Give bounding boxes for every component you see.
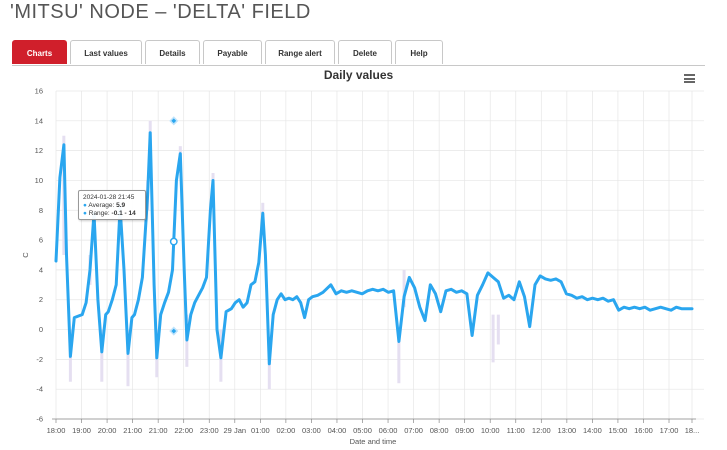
y-axis: -6 -4 -2 0 2 4 6 8 10 12 14 16	[35, 87, 43, 424]
x-tick-label: 05:00	[353, 426, 372, 435]
tooltip-range-value: -0.1 - 14	[111, 210, 136, 217]
x-tick-label: 11:00	[507, 426, 525, 435]
tab-bar-divider	[12, 65, 705, 66]
tab-details[interactable]: Details	[145, 40, 200, 64]
tooltip-average-label: Average:	[88, 202, 115, 209]
hover-markers	[169, 116, 179, 336]
hamburger-menu-icon[interactable]	[684, 74, 695, 83]
y-tick-label: 14	[35, 116, 43, 125]
tab-range-alert[interactable]: Range alert	[265, 40, 335, 64]
x-tick-label: 21:00	[149, 426, 168, 435]
x-tick-label: 07:00	[404, 426, 423, 435]
tab-last-values[interactable]: Last values	[70, 40, 142, 64]
range-band	[491, 314, 495, 363]
y-tick-label: 8	[39, 206, 43, 215]
chart-container: Daily values -6 -4 -2 0 2 4 6 8 10 12 14 16 18:00 19…	[0, 66, 727, 450]
x-tick-label: 15:00	[609, 426, 628, 435]
x-tick-label: 19:00	[72, 426, 91, 435]
y-tick-label: 6	[39, 236, 43, 245]
tooltip-range-row: ● Range: -0.1 - 14	[83, 210, 141, 218]
x-tick-label: 14:00	[583, 426, 602, 435]
tooltip-timestamp: 2024-01-28 21:45	[83, 194, 135, 201]
range-band	[267, 344, 271, 390]
range-band	[126, 329, 130, 387]
tab-charts[interactable]: Charts	[12, 40, 67, 64]
hover-point-range-high	[169, 116, 179, 126]
x-tick-label: 21:00	[123, 426, 142, 435]
tab-help[interactable]: Help	[395, 40, 443, 64]
x-tick-label: 12:00	[532, 426, 551, 435]
y-axis-title: C	[21, 252, 30, 258]
series-line-average	[54, 131, 694, 366]
chart-tooltip: 2024-01-28 21:45 ● Average: 5.9 ● Range:…	[78, 190, 146, 220]
hover-point-range-low	[169, 326, 179, 336]
grid-lines	[55, 90, 704, 420]
y-tick-label: 12	[35, 146, 43, 155]
x-tick-label: 04:00	[328, 426, 347, 435]
tooltip-range-label: Range:	[88, 210, 110, 217]
y-tick-label: -4	[36, 385, 43, 394]
series-dot-icon: ●	[83, 202, 87, 209]
y-tick-label: -2	[36, 355, 43, 364]
x-tick-label: 06:00	[379, 426, 398, 435]
x-tick-label: 02:00	[276, 426, 295, 435]
line-chart: -6 -4 -2 0 2 4 6 8 10 12 14 16 18:00 19:00 20:00 21:00…	[21, 87, 704, 446]
average-line	[54, 131, 694, 366]
hover-point-average	[169, 237, 178, 246]
x-tick-label: 18...	[685, 426, 700, 435]
x-axis: 18:00 19:00 20:00 21:00 21:00 22:00 23:00 29 Ja…	[47, 418, 700, 435]
tooltip-average-value: 5.9	[116, 202, 126, 209]
series-dot-icon: ●	[83, 210, 87, 217]
range-band	[496, 314, 500, 345]
y-tick-label: 0	[39, 325, 43, 334]
x-tick-label: 01:00	[251, 426, 270, 435]
tab-delete[interactable]: Delete	[338, 40, 392, 64]
x-tick-label: 09:00	[455, 426, 474, 435]
x-tick-label: 23:00	[200, 426, 219, 435]
x-tick-label: 13:00	[557, 426, 576, 435]
range-band	[402, 269, 406, 308]
chart-title: Daily values	[323, 68, 394, 82]
x-tick-label: 22:00	[174, 426, 193, 435]
y-tick-label: -6	[36, 415, 43, 424]
x-tick-label: 03:00	[302, 426, 321, 435]
range-band	[100, 329, 104, 382]
x-tick-label: 10:00	[481, 426, 500, 435]
tab-payable[interactable]: Payable	[203, 40, 262, 64]
x-tick-label: 18:00	[47, 426, 66, 435]
y-tick-label: 10	[35, 176, 43, 185]
range-band	[397, 329, 401, 384]
x-axis-title: Date and time	[350, 437, 397, 446]
x-tick-label: 20:00	[98, 426, 117, 435]
y-tick-label: 16	[35, 87, 43, 96]
x-tick-label: 16:00	[634, 426, 653, 435]
tooltip-average-row: ● Average: 5.9	[83, 202, 141, 210]
x-tick-label: 08:00	[430, 426, 449, 435]
page-title: 'MITSU' NODE – 'DELTA' FIELD	[10, 1, 311, 23]
x-tick-label: 17:00	[660, 426, 679, 435]
y-tick-label: 2	[39, 295, 43, 304]
x-tick-label: 29 Jan	[224, 426, 247, 435]
y-tick-label: 4	[39, 265, 43, 274]
tab-bar: Charts Last values Details Payable Range…	[12, 40, 443, 66]
